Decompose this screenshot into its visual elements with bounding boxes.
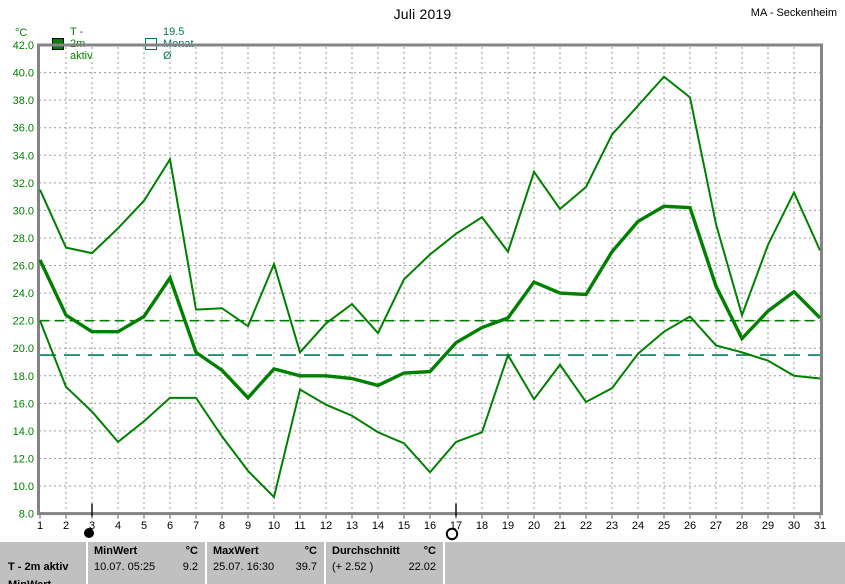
clipped-next-row-label: MinWert bbox=[8, 579, 51, 584]
y-tick-label: 28.0 bbox=[13, 233, 34, 245]
y-tick-label: 24.0 bbox=[13, 288, 34, 300]
x-tick-label: 14 bbox=[372, 520, 384, 532]
x-tick-label: 8 bbox=[219, 520, 225, 532]
y-tick-label: 10.0 bbox=[13, 481, 34, 493]
minwert-datetime: 10.07. 05:25 bbox=[94, 561, 156, 573]
maxwert-datetime: 25.07. 16:30 bbox=[213, 561, 275, 573]
minwert-value: 9.2 bbox=[182, 561, 198, 573]
x-tick-label: 6 bbox=[167, 520, 173, 532]
series-mean bbox=[38, 204, 822, 401]
x-tick-label: 27 bbox=[710, 520, 722, 532]
x-tick-label: 21 bbox=[554, 520, 566, 532]
x-tick-label: 29 bbox=[762, 520, 774, 532]
stats-divider bbox=[205, 542, 207, 584]
durchschnitt-datetime: (+ 2.52 ) bbox=[332, 561, 374, 573]
x-tick-label: 4 bbox=[115, 520, 121, 532]
x-tick-label: 22 bbox=[580, 520, 592, 532]
x-tick-label: 18 bbox=[476, 520, 488, 532]
x-tick-label: 15 bbox=[398, 520, 410, 532]
stats-divider bbox=[324, 542, 326, 584]
y-tick-label: 40.0 bbox=[13, 68, 34, 80]
chart-title: Juli 2019 bbox=[393, 6, 452, 22]
durchschnitt-title: Durchschnitt bbox=[332, 545, 400, 557]
y-tick-label: 14.0 bbox=[13, 426, 34, 438]
x-tick-label: 13 bbox=[346, 520, 358, 532]
y-tick-label: 42.0 bbox=[13, 40, 34, 52]
x-tick-label: 11 bbox=[294, 520, 305, 532]
y-tick-label: 30.0 bbox=[13, 205, 34, 217]
stats-divider bbox=[443, 542, 445, 584]
x-tick-label: 20 bbox=[528, 520, 540, 532]
series-min bbox=[39, 315, 821, 500]
x-tick-label: 2 bbox=[63, 520, 69, 532]
maxwert-title: MaxWert bbox=[213, 545, 259, 557]
x-tick-label: 9 bbox=[245, 520, 251, 532]
y-tick-label: 8.0 bbox=[19, 509, 34, 521]
durchschnitt-unit: °C bbox=[423, 545, 436, 557]
y-tick-label: 18.0 bbox=[13, 371, 34, 383]
x-tick-label: 31 bbox=[814, 520, 826, 532]
chart-canvas: 42.040.038.036.034.032.030.028.026.024.0… bbox=[13, 40, 826, 541]
x-tick-label: 19 bbox=[502, 520, 514, 532]
maxwert-value: 39.7 bbox=[295, 561, 317, 573]
x-tick-label: 10 bbox=[268, 520, 280, 532]
stats-divider bbox=[86, 542, 88, 584]
y-tick-label: 16.0 bbox=[13, 398, 34, 410]
durchschnitt-value: 22.02 bbox=[408, 561, 436, 573]
x-tick-label: 7 bbox=[193, 520, 199, 532]
stat-section-durchschnitt: Durchschnitt °C (+ 2.52 ) 22.02 bbox=[326, 542, 443, 584]
y-tick-label: 36.0 bbox=[13, 123, 34, 135]
new-moon-icon bbox=[84, 528, 94, 538]
plot-frame bbox=[37, 43, 823, 516]
minwert-title: MinWert bbox=[94, 545, 138, 557]
y-tick-label: 22.0 bbox=[13, 316, 34, 328]
x-tick-label: 30 bbox=[788, 520, 800, 532]
series-row-label: T - 2m aktiv bbox=[8, 561, 69, 573]
y-tick-label: 20.0 bbox=[13, 343, 34, 355]
y-tick-label: 34.0 bbox=[13, 150, 34, 162]
x-tick-label: 24 bbox=[632, 520, 644, 532]
x-tick-label: 16 bbox=[424, 520, 436, 532]
stat-section-maxwert: MaxWert °C 25.07. 16:30 39.7 bbox=[207, 542, 324, 584]
x-tick-label: 25 bbox=[658, 520, 670, 532]
x-tick-label: 12 bbox=[320, 520, 332, 532]
full-moon-icon bbox=[445, 527, 459, 541]
y-tick-label: 32.0 bbox=[13, 178, 34, 190]
y-tick-label: 12.0 bbox=[13, 453, 34, 465]
stat-section-minwert: MinWert °C 10.07. 05:25 9.2 bbox=[88, 542, 205, 584]
stats-panel: T - 2m aktiv MinWert MinWert °C 10.07. 0… bbox=[0, 541, 845, 584]
x-tick-label: 5 bbox=[141, 520, 147, 532]
minwert-unit: °C bbox=[185, 545, 198, 557]
y-tick-label: 26.0 bbox=[13, 261, 34, 273]
x-tick-label: 1 bbox=[37, 520, 43, 532]
x-tick-label: 3 bbox=[89, 520, 95, 532]
x-tick-label: 26 bbox=[684, 520, 696, 532]
maxwert-unit: °C bbox=[304, 545, 317, 557]
x-tick-label: 23 bbox=[606, 520, 618, 532]
temperature-chart: 42.0 40.0 38.0 36.0 34.0 32.0 30.0 28.0 26.0 24.0… bbox=[13, 40, 826, 541]
series-max bbox=[39, 75, 821, 355]
y-tick-label: 38.0 bbox=[13, 95, 34, 107]
station-label: MA - Seckenheim bbox=[750, 7, 837, 19]
y-axis-unit-label: °C bbox=[15, 27, 28, 39]
x-tick-label: 28 bbox=[736, 520, 748, 532]
